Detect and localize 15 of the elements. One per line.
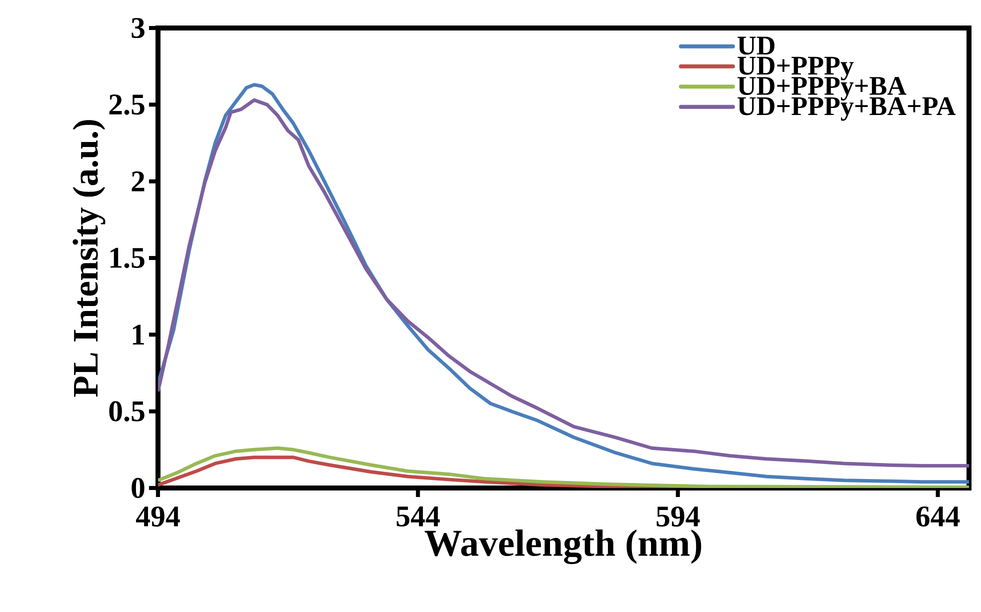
y-tick-label: 0.5 xyxy=(109,401,144,422)
y-tick-label: 3 xyxy=(132,18,144,38)
x-tick-label: 494 xyxy=(136,506,180,527)
line-series xyxy=(158,446,970,488)
x-tick-label: 644 xyxy=(916,506,960,527)
y-tick-label: 2 xyxy=(132,171,144,192)
y-tick-label: 1.5 xyxy=(110,248,144,268)
x-axis-title: Wavelength (nm) xyxy=(424,529,702,564)
y-tick-label: 0 xyxy=(132,478,144,498)
y-tick-label: 1 xyxy=(132,324,144,345)
x-tick-label: 544 xyxy=(396,506,440,526)
y-tick-label: 2.5 xyxy=(109,94,144,115)
y-axis-title: PL Intensity (a.u.) xyxy=(72,120,106,397)
legend-label: UD xyxy=(738,36,774,55)
x-tick-label: 594 xyxy=(656,506,700,527)
